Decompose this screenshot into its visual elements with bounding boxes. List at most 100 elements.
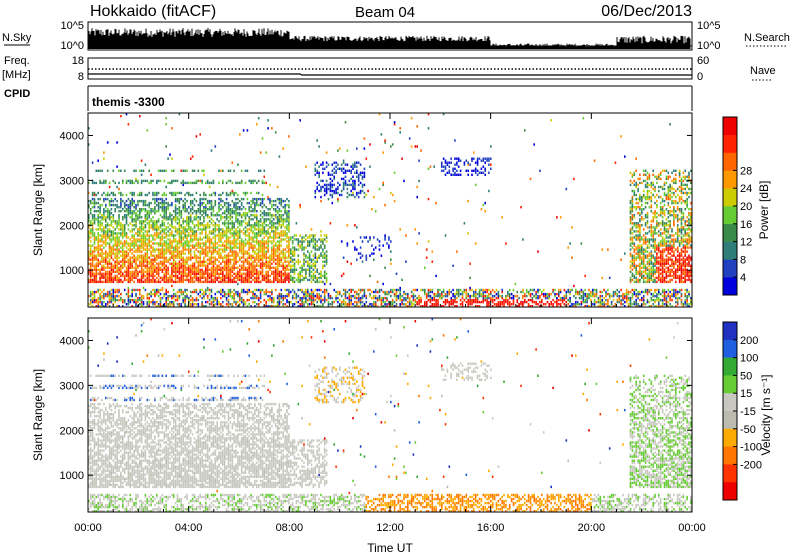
power-cell [108,276,111,280]
power-cell [89,298,92,302]
power-cell [135,305,137,307]
power-cell [120,199,122,203]
power-cell [182,260,184,263]
power-cell [299,270,301,273]
power-cell [148,292,150,296]
power-cell [110,280,113,284]
power-cell [101,258,103,261]
power-cell [193,262,196,265]
power-cell [150,274,152,278]
power-cell [142,264,145,267]
power-cell [216,242,218,245]
power-cell [103,276,105,280]
power-cell [140,222,143,225]
power-cell [316,181,318,185]
power-cell [267,119,269,122]
power-cell [129,222,132,225]
power-cell [116,305,118,307]
power-cell [172,294,175,298]
power-cell [182,298,184,302]
power-cell [184,246,186,249]
power-cell [184,290,186,294]
power-cell [218,250,220,253]
power-cell [318,175,320,178]
power-cell [171,280,173,284]
power-cell [131,290,133,294]
power-cell [133,201,135,205]
power-cell [178,234,181,237]
power-cell [252,236,254,239]
power-cell [288,262,290,265]
power-cell [118,206,120,209]
power-cell [154,210,156,213]
power-cell [91,296,94,300]
power-cell [333,183,335,187]
power-cell [299,296,301,300]
power-cell [205,232,207,235]
power-cell [105,270,107,273]
power-cell [150,290,152,294]
power-cell [114,240,116,243]
power-cell [231,212,234,215]
power-cell [237,193,239,197]
power-cell [101,280,103,284]
power-cell [316,169,318,172]
power-cell [307,292,309,296]
power-cell [227,201,230,205]
power-cell [93,242,96,245]
power-cell [259,254,262,257]
power-cell [154,199,156,203]
power-cell [118,169,120,172]
power-cell [106,210,109,213]
power-cell [276,220,279,223]
power-cell [152,300,154,304]
power-cell [273,218,275,221]
power-cell [231,266,234,269]
power-cell [259,210,262,213]
power-cell [274,232,277,235]
power-cell [191,270,194,273]
power-cell [205,252,207,255]
power-cell [239,294,241,298]
power-cell [89,210,92,213]
power-cell [191,246,194,249]
power-cell [131,230,133,233]
power-cell [165,117,167,120]
power-cell [118,256,120,259]
power-cell [227,242,230,245]
power-cell [235,218,237,221]
power-cell [220,218,222,221]
power-cell [171,193,173,197]
power-cell [333,300,335,304]
power-cell [116,222,118,225]
power-cell [261,228,264,231]
power-cell [259,258,262,261]
power-cell [201,214,203,217]
power-cell [165,305,167,307]
power-cell [127,270,130,273]
power-cell [246,240,249,243]
power-cell [314,276,317,280]
power-cell [248,298,250,302]
power-cell [135,258,137,261]
power-cell [322,242,324,245]
power-cell [159,224,162,227]
power-cell [163,272,166,275]
power-cell [237,276,239,280]
power-cell [303,258,305,261]
power-cell [140,179,143,183]
power-cell [261,212,264,215]
power-cell [105,292,107,296]
power-cell [182,268,184,271]
power-cell [284,212,286,215]
power-cell [129,266,132,269]
power-cell [95,238,98,241]
power-cell [88,218,90,221]
power-cell [244,280,247,284]
power-cell [222,300,224,304]
power-cell [101,294,103,298]
power-cell [148,210,150,213]
power-cell [225,296,228,300]
power-cell [210,260,213,263]
power-cell [157,220,160,223]
